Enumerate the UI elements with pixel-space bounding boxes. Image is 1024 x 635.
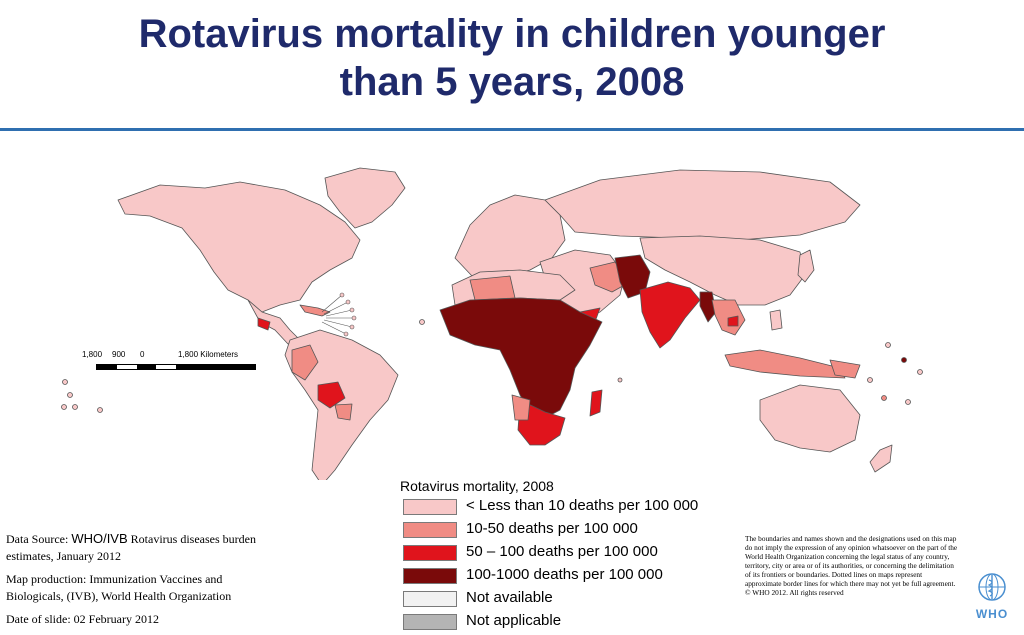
indonesia-region xyxy=(724,349,846,379)
map-production: Map production: Immunization Vaccines an… xyxy=(6,572,232,603)
pacific-island xyxy=(72,404,78,410)
india-region xyxy=(639,281,701,349)
pacific-island xyxy=(917,369,923,375)
title-line-2: than 5 years, 2008 xyxy=(339,60,685,104)
legend-swatch xyxy=(403,545,457,561)
east-asia-region xyxy=(639,235,806,306)
legend-label: 10-50 deaths per 100 000 xyxy=(466,520,638,537)
paraguay-region xyxy=(334,403,353,421)
madagascar-region xyxy=(589,389,603,417)
scale-bar-graphic xyxy=(96,364,256,370)
pacific-island xyxy=(905,399,911,405)
data-source-prefix: Data Source: xyxy=(6,532,69,546)
legend-item: 100-1000 deaths per 100 000 xyxy=(400,565,740,588)
data-source-rest: Rotavirus diseases burden estimates, Jan… xyxy=(6,532,256,563)
copyright-text: © WHO 2012. All rights reserved xyxy=(745,588,844,597)
data-source: Data Source: WHO/IVB Rotavirus diseases … xyxy=(6,530,276,565)
russia-region xyxy=(544,169,861,241)
greenland-region xyxy=(324,167,406,229)
title-line-1: Rotavirus mortality in children younger xyxy=(138,12,886,56)
disclaimer-text: The boundaries and names shown and the d… xyxy=(745,534,958,588)
cambodia-region xyxy=(727,315,739,327)
pacific-island xyxy=(62,379,68,385)
scale-label: 900 xyxy=(112,350,126,359)
map-legend: Rotavirus mortality, 2008 < Less than 10… xyxy=(400,478,740,634)
scale-label: 0 xyxy=(140,350,145,359)
legend-swatch xyxy=(403,568,457,584)
caribbean-islands xyxy=(299,304,331,317)
southern-africa-region xyxy=(517,399,566,446)
peru-region xyxy=(291,344,319,381)
legend-item: 50 – 100 deaths per 100 000 xyxy=(400,542,740,565)
legend-label: 50 – 100 deaths per 100 000 xyxy=(466,543,658,560)
pacific-island xyxy=(881,395,887,401)
slide-date: Date of slide: 02 February 2012 xyxy=(6,612,159,626)
philippines-region xyxy=(769,309,783,331)
legend-swatch xyxy=(403,499,457,515)
title-divider xyxy=(0,128,1024,131)
pacific-island xyxy=(901,357,907,363)
world-map xyxy=(61,167,923,480)
map-title: Rotavirus mortality in children younger … xyxy=(0,10,1024,106)
who-logo: WHO xyxy=(970,572,1014,621)
indian-ocean-island xyxy=(617,377,623,383)
pacific-island xyxy=(97,407,103,413)
new-zealand-region xyxy=(869,444,893,473)
data-source-org: WHO/IVB xyxy=(71,531,128,546)
papua-region xyxy=(829,359,861,379)
legend-item: Not available xyxy=(400,588,740,611)
algeria-libya-region xyxy=(469,275,516,301)
legend-label: Not available xyxy=(466,589,553,606)
sub-saharan-africa-region xyxy=(439,297,603,419)
scale-bar: 1,800 900 0 1,800 Kilometers xyxy=(70,350,270,380)
north-america-region xyxy=(117,181,361,313)
myanmar-region xyxy=(699,291,717,323)
legend-label: < Less than 10 deaths per 100 000 xyxy=(466,497,699,514)
scale-label: 1,800 xyxy=(82,350,103,359)
who-emblem-icon xyxy=(978,573,1006,601)
legend-label: 100-1000 deaths per 100 000 xyxy=(466,566,663,583)
legend-item: 10-50 deaths per 100 000 xyxy=(400,519,740,542)
legend-title: Rotavirus mortality, 2008 xyxy=(400,478,554,494)
legend-item: < Less than 10 deaths per 100 000 xyxy=(400,496,740,519)
legend-label: Not applicable xyxy=(466,612,562,629)
guatemala-region xyxy=(257,317,271,331)
pacific-island xyxy=(67,392,73,398)
bolivia-region xyxy=(317,381,346,409)
japan-region xyxy=(797,249,815,283)
scale-label: 1,800 Kilometers xyxy=(178,350,239,359)
who-wordmark: WHO xyxy=(975,607,1009,621)
legend-swatch xyxy=(403,522,457,538)
south-africa-region xyxy=(511,394,531,421)
australia-region xyxy=(759,384,861,453)
legend-swatch xyxy=(403,591,457,607)
legend-item: Not applicable xyxy=(400,611,740,634)
legend-swatch xyxy=(403,614,457,630)
disclaimer-block: The boundaries and names shown and the d… xyxy=(745,534,960,597)
data-source-block: Data Source: WHO/IVB Rotavirus diseases … xyxy=(6,530,276,634)
pacific-island xyxy=(867,377,873,383)
pacific-island xyxy=(61,404,67,410)
pacific-island xyxy=(885,342,891,348)
atlantic-island xyxy=(419,319,425,325)
